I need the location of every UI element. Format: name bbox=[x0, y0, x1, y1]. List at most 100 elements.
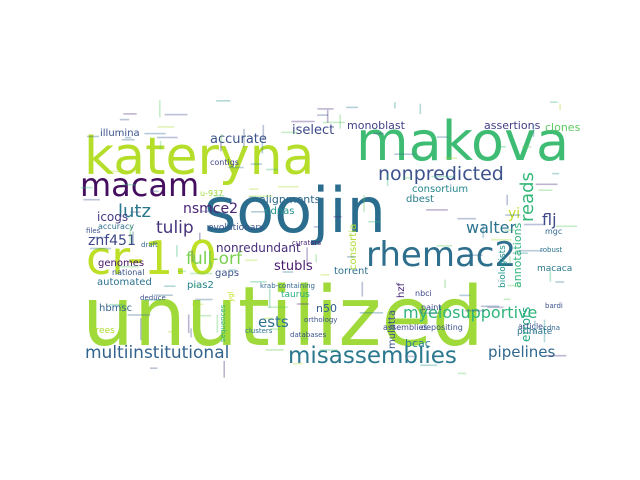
filler-mark bbox=[140, 318, 142, 341]
filler-mark bbox=[87, 135, 99, 138]
filler-mark bbox=[129, 224, 132, 245]
cloud-word: sequences bbox=[219, 304, 227, 342]
filler-mark bbox=[195, 298, 213, 301]
cloud-word: monoblast bbox=[347, 119, 406, 132]
cloud-word: bcac bbox=[405, 337, 431, 350]
cloud-word: files bbox=[86, 227, 101, 235]
cloud-word: n50 bbox=[316, 302, 337, 315]
cloud-word: trees bbox=[92, 326, 115, 336]
cloud-word: znf451 bbox=[88, 233, 136, 249]
filler-mark bbox=[296, 303, 309, 305]
filler-mark bbox=[269, 328, 279, 330]
filler-mark bbox=[293, 362, 303, 365]
filler-mark bbox=[436, 245, 453, 247]
filler-mark bbox=[90, 247, 112, 250]
filler-mark bbox=[262, 124, 265, 141]
filler-mark bbox=[228, 166, 244, 169]
filler-mark bbox=[317, 108, 334, 110]
filler-mark bbox=[132, 231, 134, 245]
filler-mark bbox=[319, 349, 338, 351]
cloud-word: ests bbox=[258, 313, 289, 331]
filler-mark bbox=[248, 195, 273, 197]
cloud-word: cr-1.0 bbox=[86, 231, 217, 285]
filler-mark bbox=[464, 309, 486, 312]
filler-mark bbox=[130, 211, 141, 213]
filler-mark bbox=[200, 314, 212, 317]
cloud-word: gaps bbox=[215, 268, 239, 279]
cloud-word: nsmce2 bbox=[183, 201, 238, 217]
cloud-word: depositing bbox=[421, 323, 463, 332]
filler-mark bbox=[420, 312, 440, 314]
filler-mark bbox=[394, 153, 415, 155]
filler-mark bbox=[402, 177, 412, 179]
filler-mark bbox=[373, 132, 384, 135]
filler-mark bbox=[555, 225, 578, 228]
cloud-word: automated bbox=[97, 277, 152, 288]
filler-mark bbox=[80, 186, 93, 189]
filler-mark bbox=[509, 256, 511, 264]
filler-mark bbox=[190, 328, 192, 338]
filler-mark bbox=[559, 103, 561, 111]
filler-mark bbox=[150, 190, 159, 193]
cloud-word: macaca bbox=[537, 264, 572, 274]
filler-mark bbox=[157, 126, 175, 128]
cloud-word: taurus bbox=[281, 290, 310, 300]
filler-mark bbox=[457, 217, 476, 220]
filler-mark bbox=[544, 354, 567, 357]
filler-mark bbox=[278, 185, 299, 188]
cloud-word: yi bbox=[508, 206, 520, 222]
filler-mark bbox=[347, 256, 356, 258]
cloud-word: makova bbox=[356, 110, 569, 173]
filler-mark bbox=[176, 245, 178, 257]
cloud-word: databases bbox=[290, 331, 326, 339]
filler-mark bbox=[459, 294, 471, 297]
filler-mark bbox=[93, 236, 108, 239]
filler-mark bbox=[268, 288, 271, 308]
cloud-word: consortia bbox=[348, 224, 359, 270]
filler-mark bbox=[191, 303, 204, 306]
filler-mark bbox=[346, 106, 358, 109]
cloud-word: alignments bbox=[259, 193, 321, 206]
filler-mark bbox=[549, 101, 558, 103]
cloud-word: misassemblies bbox=[288, 343, 457, 369]
cloud-word: kateryna bbox=[84, 127, 314, 187]
cloud-word: mgc bbox=[545, 227, 562, 236]
filler-mark bbox=[123, 113, 137, 115]
filler-mark bbox=[368, 220, 381, 223]
filler-mark bbox=[420, 364, 438, 367]
cloud-word: krab-containing bbox=[260, 282, 315, 290]
filler-mark bbox=[523, 223, 546, 226]
filler-mark bbox=[404, 355, 415, 358]
cloud-word: pipelines bbox=[488, 343, 556, 361]
filler-mark bbox=[282, 271, 294, 273]
cloud-word: torrent bbox=[334, 266, 368, 277]
cloud-word: macam bbox=[80, 166, 199, 204]
filler-mark bbox=[291, 120, 315, 123]
filler-mark bbox=[191, 250, 194, 263]
cloud-word: article bbox=[518, 322, 543, 331]
filler-mark bbox=[552, 172, 560, 175]
cloud-word: flj bbox=[542, 210, 557, 229]
cloud-word: clusters bbox=[245, 327, 273, 335]
cloud-word: draft bbox=[141, 241, 158, 249]
filler-mark bbox=[192, 284, 202, 287]
filler-mark bbox=[164, 285, 176, 287]
filler-mark bbox=[359, 312, 384, 314]
filler-mark bbox=[519, 249, 543, 252]
cloud-word: cdnas bbox=[265, 206, 295, 217]
filler-mark bbox=[398, 352, 401, 361]
cloud-word: contigs bbox=[210, 158, 239, 167]
filler-mark bbox=[301, 338, 309, 340]
cloud-word: biologists bbox=[498, 245, 508, 288]
filler-mark bbox=[313, 226, 320, 228]
filler-mark bbox=[333, 215, 342, 218]
cloud-word: primate bbox=[517, 327, 553, 337]
filler-mark bbox=[315, 254, 317, 263]
cloud-word: bardi bbox=[545, 302, 563, 310]
cloud-word: accuracy bbox=[98, 222, 134, 231]
cloud-word: assemblies bbox=[383, 323, 428, 332]
filler-mark bbox=[507, 284, 520, 287]
filler-mark bbox=[320, 274, 330, 276]
filler-mark bbox=[127, 314, 151, 316]
